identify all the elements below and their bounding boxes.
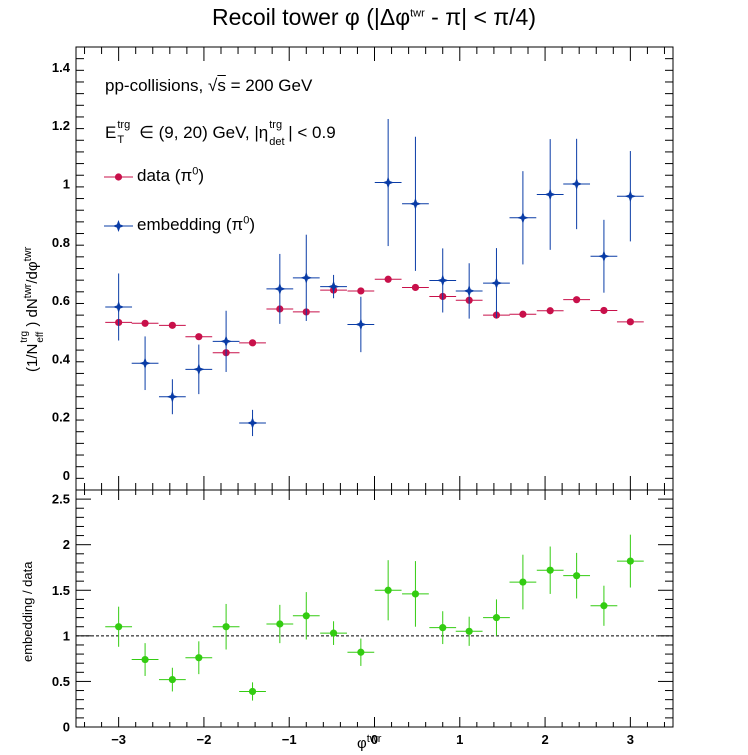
data-point bbox=[546, 566, 554, 574]
data-point bbox=[490, 277, 503, 290]
data-point bbox=[626, 557, 634, 565]
series-bottom-0 bbox=[105, 534, 644, 701]
data-point bbox=[546, 307, 554, 315]
data-point bbox=[302, 612, 310, 620]
data-point bbox=[382, 176, 395, 189]
data-point bbox=[570, 178, 583, 190]
y-tick-label-bottom: 1.5 bbox=[52, 583, 70, 598]
data-point bbox=[463, 284, 476, 297]
data-point bbox=[597, 250, 610, 263]
data-point bbox=[220, 335, 233, 348]
x-tick-label: −2 bbox=[197, 732, 212, 747]
y-tick-label-top: 0.2 bbox=[52, 410, 70, 425]
data-point bbox=[329, 629, 338, 637]
data-point bbox=[354, 318, 367, 331]
data-point bbox=[195, 654, 203, 662]
data-point bbox=[166, 390, 179, 403]
data-point bbox=[411, 590, 420, 598]
data-point bbox=[626, 318, 634, 326]
data-point bbox=[300, 271, 313, 284]
data-point bbox=[357, 648, 365, 656]
data-point bbox=[276, 620, 284, 628]
chart-title: Recoil tower φ (|Δφtwr - π| < π/4) bbox=[211, 4, 537, 30]
data-point bbox=[519, 578, 527, 586]
series-top-1 bbox=[105, 118, 644, 437]
data-point bbox=[192, 363, 205, 376]
legend-entry-data: data (π0) bbox=[137, 165, 204, 185]
data-point bbox=[384, 275, 392, 283]
data-point bbox=[273, 282, 286, 295]
data-point bbox=[439, 624, 447, 632]
data-point bbox=[573, 572, 581, 580]
data-point bbox=[141, 319, 149, 327]
data-point bbox=[573, 296, 581, 304]
data-point bbox=[409, 197, 422, 210]
plot-frame-bottom bbox=[75, 489, 674, 728]
data-point bbox=[139, 357, 152, 370]
y-tick-label-bottom: 0.5 bbox=[52, 674, 70, 689]
x-tick-label: 2 bbox=[541, 732, 548, 747]
y-tick-label-bottom: 2.5 bbox=[52, 492, 70, 507]
data-point bbox=[384, 586, 392, 594]
data-point bbox=[222, 623, 230, 631]
x-tick-label: 1 bbox=[456, 732, 463, 747]
data-point bbox=[436, 274, 449, 287]
data-point bbox=[516, 211, 529, 224]
data-point bbox=[248, 339, 257, 347]
legend-entry-embedding: embedding (π0) bbox=[137, 214, 256, 234]
data-point bbox=[246, 417, 259, 429]
collisions-annotation: pp-collisions, √s = 200 GeV bbox=[105, 76, 313, 95]
y-axis-label-bottom: embedding / data bbox=[20, 561, 35, 662]
x-axis-label: φtwr bbox=[357, 733, 382, 753]
series-top-0 bbox=[105, 275, 644, 357]
y-tick-label-top: 1.2 bbox=[52, 118, 70, 133]
data-point bbox=[168, 321, 176, 329]
data-point bbox=[141, 655, 149, 664]
data-point bbox=[411, 283, 420, 292]
y-tick-label-top: 1 bbox=[63, 176, 70, 191]
x-tick-label: −3 bbox=[111, 732, 126, 747]
plot-frame-top bbox=[75, 46, 674, 491]
data-point bbox=[115, 623, 123, 631]
y-tick-label-bottom: 1 bbox=[63, 628, 70, 643]
data-point bbox=[624, 190, 637, 203]
data-point bbox=[195, 333, 203, 341]
y-tick-label-top: 0.8 bbox=[52, 235, 70, 250]
data-point bbox=[544, 188, 557, 201]
data-point bbox=[600, 602, 608, 610]
y-tick-label-bottom: 0 bbox=[63, 720, 70, 735]
y-tick-label-top: 0.6 bbox=[52, 293, 70, 308]
x-tick-label: −1 bbox=[282, 732, 297, 747]
legend-marker-data bbox=[114, 173, 123, 181]
data-point bbox=[357, 287, 365, 295]
y-tick-label-top: 1.4 bbox=[52, 60, 71, 75]
data-point bbox=[519, 310, 527, 318]
data-point bbox=[327, 280, 340, 293]
data-point bbox=[600, 306, 608, 315]
data-point bbox=[465, 627, 473, 635]
data-point bbox=[248, 687, 257, 696]
y-tick-label-top: 0 bbox=[63, 468, 70, 483]
y-axis-label-top: (1/N trg eff) dNtwr/dφtwr bbox=[19, 246, 46, 372]
data-point bbox=[168, 676, 176, 684]
data-point bbox=[112, 301, 125, 313]
x-tick-label: 0 bbox=[371, 732, 378, 747]
legend-marker-embedding bbox=[112, 220, 125, 232]
y-tick-label-top: 0.4 bbox=[52, 351, 71, 366]
x-tick-label: 3 bbox=[627, 732, 634, 747]
y-tick-label-bottom: 2 bbox=[63, 537, 70, 552]
data-point bbox=[492, 614, 501, 622]
